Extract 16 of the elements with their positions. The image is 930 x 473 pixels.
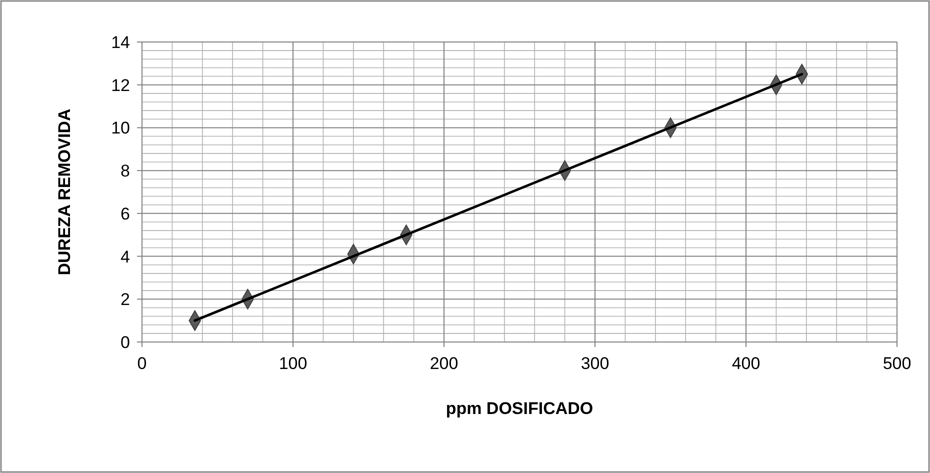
- x-tick-label: 0: [137, 354, 147, 373]
- y-axis-title: DUREZA REMOVIDA: [55, 108, 74, 276]
- x-tick-label: 200: [430, 354, 458, 373]
- x-tick-label: 100: [278, 354, 308, 373]
- y-tick-label: 12: [111, 76, 130, 95]
- y-tick-label: 0: [120, 333, 130, 352]
- x-tick-label: 300: [580, 354, 610, 373]
- y-tick-label: 2: [120, 290, 130, 310]
- x-axis-title: ppm DOSIFICADO: [446, 399, 594, 418]
- x-tick-label: 500: [882, 354, 912, 373]
- y-tick-label: 14: [111, 33, 130, 52]
- y-tick-label: 8: [120, 162, 130, 181]
- y-tick-label: 4: [120, 247, 130, 266]
- x-tick-label: 400: [732, 354, 760, 373]
- y-tick-label: 10: [111, 118, 130, 138]
- y-tick-label: 6: [120, 204, 130, 224]
